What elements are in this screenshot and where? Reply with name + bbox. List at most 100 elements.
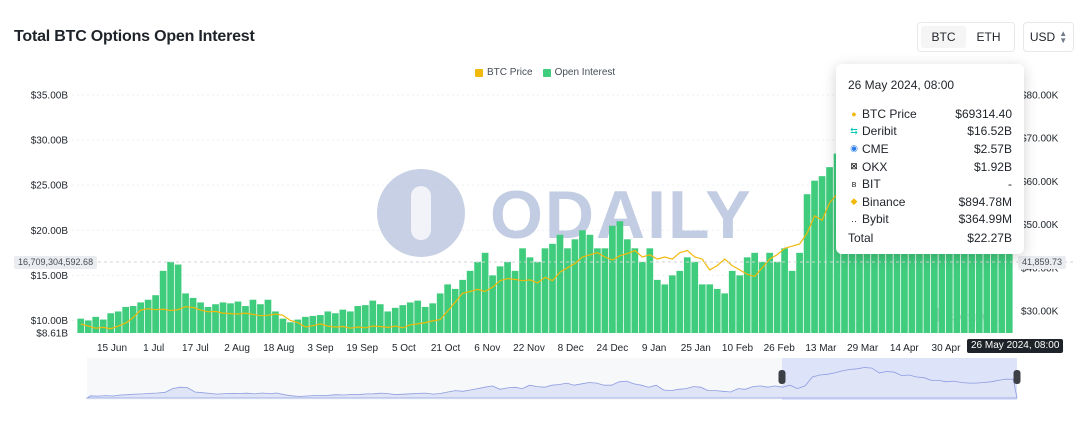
oi-bar bbox=[212, 304, 219, 333]
brush-handle-right[interactable] bbox=[1013, 370, 1021, 384]
tab-btc[interactable]: BTC bbox=[921, 26, 966, 48]
x-tick-label: 18 Aug bbox=[263, 343, 294, 354]
oi-bar bbox=[234, 301, 242, 333]
oi-bar bbox=[691, 261, 699, 333]
bit-icon: ʙ bbox=[851, 179, 857, 190]
oi-bar bbox=[339, 309, 347, 333]
oi-bar bbox=[406, 302, 414, 333]
oi-bar bbox=[796, 252, 803, 333]
oi-bar bbox=[946, 221, 953, 333]
oi-bar bbox=[653, 279, 661, 333]
tooltip-row-label: Deribit bbox=[862, 124, 897, 139]
oi-bar bbox=[114, 311, 122, 333]
oi-bar bbox=[721, 293, 729, 333]
oi-bar bbox=[773, 261, 781, 333]
oi-bar bbox=[384, 311, 392, 333]
cme-icon: ◉ bbox=[850, 143, 858, 154]
x-tick-label: 14 Apr bbox=[890, 343, 920, 354]
oi-bar bbox=[923, 216, 931, 333]
deribit-icon: ⇆ bbox=[850, 125, 858, 136]
oi-bar bbox=[639, 261, 646, 333]
x-tick-label: 25 Jan bbox=[681, 343, 711, 354]
tooltip-row-value: $2.57B bbox=[973, 141, 1012, 156]
x-tick-label: 30 Apr bbox=[932, 343, 962, 354]
tooltip-row-value: $1.92B bbox=[973, 159, 1012, 174]
brush-handle-left[interactable] bbox=[778, 370, 786, 384]
oi-bar bbox=[594, 248, 601, 333]
oi-bar bbox=[436, 293, 444, 333]
asset-toggle: BTC ETH bbox=[917, 22, 1015, 52]
oi-bar bbox=[579, 230, 586, 333]
oi-bar bbox=[414, 300, 422, 333]
oi-bar bbox=[302, 316, 309, 333]
y-left-tick-label: $25.00B bbox=[31, 181, 69, 192]
tooltip-rows: ● BTC Price $69314.40 ⇆ Deribit $16.52B ◉ CME $2… bbox=[848, 105, 1012, 228]
oi-bar bbox=[631, 248, 639, 333]
oi-bar bbox=[646, 248, 654, 333]
tab-eth[interactable]: ETH bbox=[976, 30, 1001, 44]
oi-bar bbox=[107, 313, 115, 333]
oi-bar bbox=[451, 288, 459, 333]
legend-item-open-interest[interactable]: Open Interest bbox=[542, 67, 615, 78]
oi-bar bbox=[541, 248, 549, 333]
tooltip-total-value: $22.27B bbox=[967, 230, 1012, 245]
chart-legend: BTC Price Open Interest bbox=[475, 67, 615, 78]
currency-select[interactable]: USD ▲ ▼ bbox=[1023, 22, 1074, 52]
oi-bar bbox=[683, 257, 691, 333]
oi-bar bbox=[264, 299, 272, 333]
oi-bar bbox=[826, 167, 833, 333]
oi-bar bbox=[931, 216, 938, 333]
y-axis-left: $35.00B $30.00B $25.00B $20.00B $15.00B $10.0… bbox=[31, 91, 69, 340]
oi-bar bbox=[698, 284, 706, 333]
tooltip-row-btc-price: ● BTC Price $69314.40 bbox=[848, 105, 1012, 123]
oi-bar bbox=[466, 270, 474, 333]
oi-bar bbox=[272, 311, 279, 333]
binance-icon: ◆ bbox=[850, 196, 858, 207]
oi-bar bbox=[279, 318, 287, 333]
legend-label: BTC Price bbox=[487, 67, 533, 78]
legend-swatch-icon bbox=[475, 68, 483, 77]
tooltip-row-label: BTC Price bbox=[862, 106, 917, 121]
tooltip-row-value: $894.78M bbox=[958, 194, 1012, 209]
oi-bar bbox=[519, 248, 526, 333]
x-tick-label: 22 Nov bbox=[513, 343, 545, 354]
tooltip-row-value: $16.52B bbox=[967, 124, 1012, 139]
updown-chevron-icon: ▲ ▼ bbox=[1059, 29, 1068, 45]
oi-bar bbox=[803, 194, 811, 333]
y-right-tick-label: $80.00K bbox=[1021, 91, 1059, 102]
oi-bar bbox=[916, 198, 923, 333]
oi-bar bbox=[421, 306, 429, 333]
x-tick-label: 19 Sep bbox=[346, 343, 378, 354]
oi-bar bbox=[564, 248, 571, 333]
oi-bar bbox=[496, 266, 504, 333]
oi-bar bbox=[257, 304, 264, 333]
oi-bar bbox=[137, 302, 144, 333]
oi-bar bbox=[77, 318, 85, 333]
oi-bar bbox=[661, 284, 669, 333]
oi-bar bbox=[713, 288, 721, 333]
oi-bar bbox=[346, 311, 354, 333]
tooltip-row-bit: ʙ BIT - bbox=[848, 175, 1012, 193]
tooltip-row-deribit: ⇆ Deribit $16.52B bbox=[848, 123, 1012, 141]
oi-bar bbox=[429, 303, 437, 333]
legend-item-btc-price[interactable]: BTC Price bbox=[475, 67, 533, 78]
oi-bar bbox=[609, 225, 616, 333]
y-left-tick-label: $10.00B bbox=[31, 316, 69, 327]
oi-bar bbox=[549, 243, 556, 333]
oi-bar bbox=[743, 257, 751, 333]
range-brush[interactable] bbox=[85, 358, 1021, 400]
oi-bar bbox=[601, 248, 609, 333]
oi-bar bbox=[953, 230, 961, 333]
oi-bar bbox=[399, 305, 407, 333]
oi-bar bbox=[908, 194, 916, 333]
oi-bar bbox=[990, 216, 998, 333]
oi-bar bbox=[219, 302, 227, 333]
oi-bar bbox=[391, 307, 399, 333]
oi-bar bbox=[960, 234, 968, 333]
crosshair-date-label: 26 May 2024, 08:00 bbox=[967, 339, 1064, 353]
bybit-icon: ‥ bbox=[850, 213, 857, 224]
oi-bar bbox=[122, 306, 130, 333]
oi-bar bbox=[736, 275, 744, 333]
oi-bar bbox=[444, 284, 451, 333]
